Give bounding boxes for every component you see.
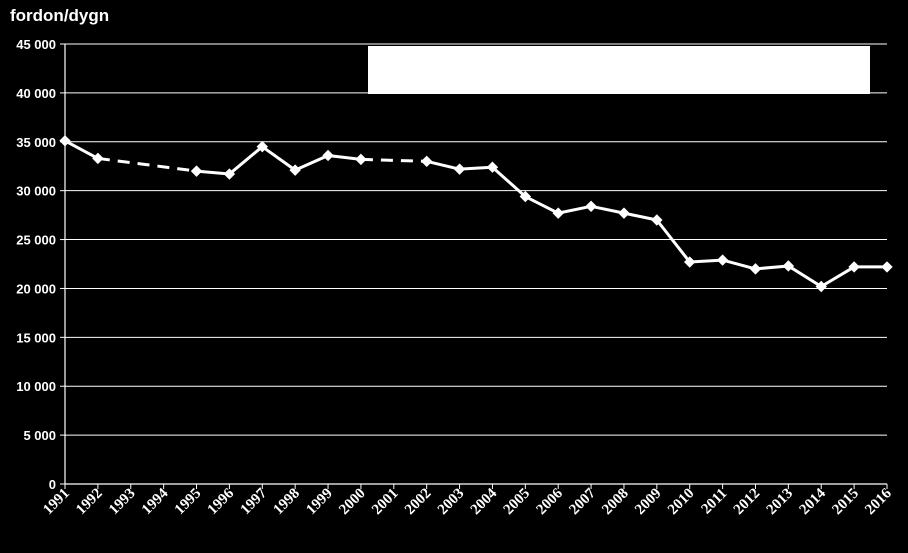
data-point xyxy=(92,152,104,165)
series-segment-dashed xyxy=(97,156,197,173)
y-axis-title: fordon/dygn xyxy=(10,6,110,25)
series-segment xyxy=(623,211,658,222)
series-segment xyxy=(689,258,723,264)
x-tick-label: 2007 xyxy=(566,485,599,518)
data-point xyxy=(59,135,71,147)
x-tick-label: 2009 xyxy=(632,486,665,519)
series-segment xyxy=(655,219,691,263)
data-point xyxy=(322,149,334,162)
data-point xyxy=(519,190,532,203)
data-point xyxy=(651,214,663,226)
x-tick-label: 2005 xyxy=(501,486,534,519)
x-tick-label: 2016 xyxy=(862,485,895,518)
series-segment xyxy=(524,195,559,215)
data-point xyxy=(552,207,564,219)
data-point xyxy=(782,260,795,272)
series-segment xyxy=(327,153,362,161)
data-point xyxy=(848,261,860,273)
series-segment xyxy=(261,145,297,172)
y-tick-label: 20 000 xyxy=(16,281,56,296)
data-point xyxy=(749,263,762,275)
x-tick-label: 1996 xyxy=(205,485,238,518)
x-tick-label: 1992 xyxy=(73,486,106,519)
series-segment xyxy=(459,165,493,171)
data-point xyxy=(420,155,433,168)
series-segment xyxy=(722,258,756,271)
x-tick-label: 2008 xyxy=(599,486,632,519)
x-tick-label: 1999 xyxy=(303,486,336,519)
y-tick-label: 35 000 xyxy=(16,135,56,150)
y-tick-label: 5 000 xyxy=(23,428,56,443)
y-tick-label: 0 xyxy=(49,477,56,492)
data-point xyxy=(256,140,268,153)
legend-box xyxy=(368,46,870,94)
data-point xyxy=(684,256,696,268)
x-tick-label: 2004 xyxy=(468,485,501,518)
series-segment xyxy=(196,169,230,176)
y-tick-label: 30 000 xyxy=(16,184,56,199)
y-tick-label: 10 000 xyxy=(16,379,56,394)
x-tick-label: 2000 xyxy=(336,486,369,519)
x-tick-label: 2011 xyxy=(698,486,730,518)
x-tick-label: 2015 xyxy=(829,486,862,519)
data-point xyxy=(190,165,203,177)
data-point xyxy=(815,280,827,293)
x-tick-label: 2006 xyxy=(534,485,567,518)
data-point xyxy=(486,161,499,173)
data-point xyxy=(453,163,466,175)
x-tick-label: 1991 xyxy=(40,486,73,519)
y-tick-label: 25 000 xyxy=(16,233,56,248)
series-segment xyxy=(228,145,264,176)
x-tick-label: 1995 xyxy=(172,486,205,519)
y-tick-label: 45 000 xyxy=(16,37,56,52)
series-segment xyxy=(426,159,460,171)
data-point xyxy=(223,168,236,180)
series-segment xyxy=(820,265,855,288)
x-tick-label: 1998 xyxy=(270,486,303,519)
x-tick-label: 1993 xyxy=(106,486,139,519)
series-segment xyxy=(294,154,329,172)
x-tick-label: 1994 xyxy=(139,485,172,518)
series-segment-dashed xyxy=(360,157,427,163)
data-point xyxy=(355,153,367,166)
x-tick-label: 2010 xyxy=(665,486,698,519)
x-tick-label: 2002 xyxy=(402,486,435,519)
series-segment xyxy=(787,264,823,288)
x-tick-label: 2014 xyxy=(797,485,830,518)
series-segment xyxy=(590,204,625,215)
data-point xyxy=(618,207,630,219)
x-tick-label: 2003 xyxy=(435,486,468,519)
data-point xyxy=(289,164,301,176)
series-segment xyxy=(557,204,592,215)
x-tick-label: 2013 xyxy=(764,486,797,519)
data-point xyxy=(881,261,893,273)
series-segment xyxy=(64,139,99,160)
y-tick-label: 40 000 xyxy=(16,86,56,101)
x-tick-label: 1997 xyxy=(238,485,271,518)
data-point xyxy=(585,200,597,213)
x-tick-label: 2012 xyxy=(731,486,764,519)
series-segment xyxy=(491,166,527,198)
data-point xyxy=(716,254,729,266)
x-tick-label: 2001 xyxy=(369,486,402,519)
y-tick-label: 15 000 xyxy=(16,330,56,345)
series-segment xyxy=(755,264,789,271)
